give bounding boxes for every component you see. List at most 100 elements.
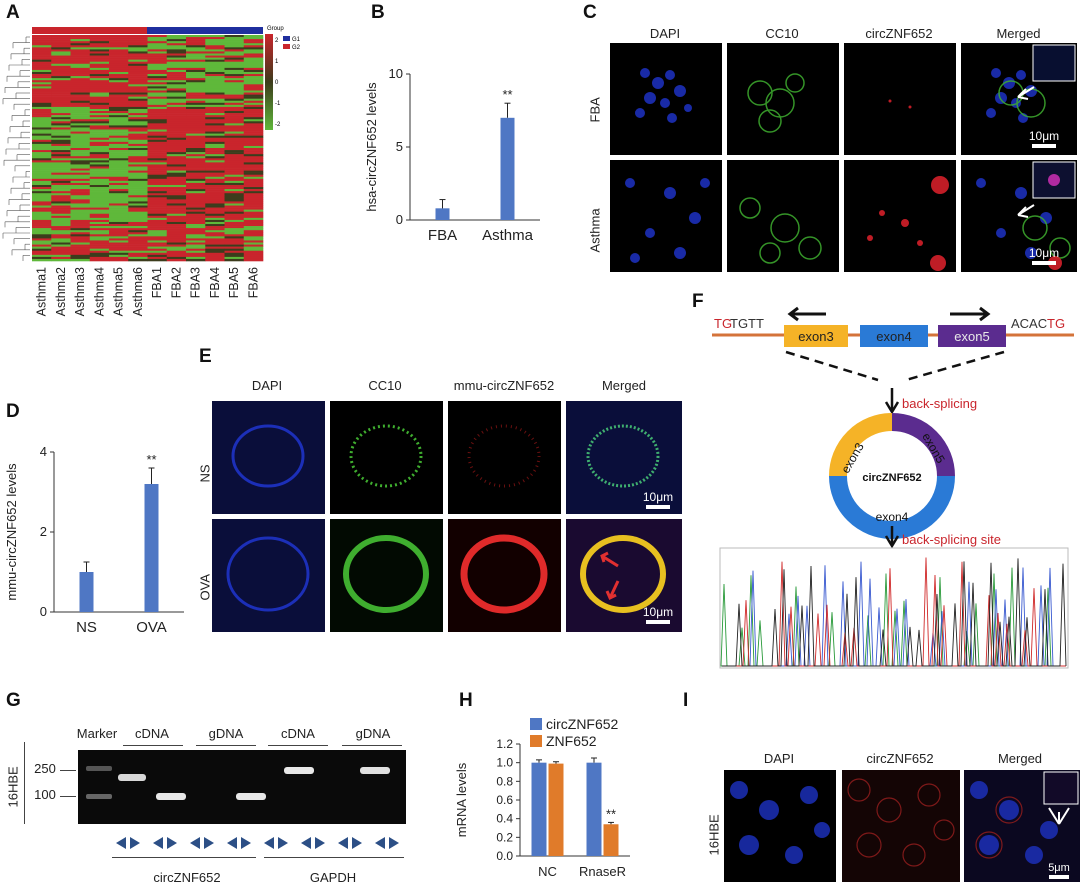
heatmap-cell bbox=[205, 221, 225, 225]
heatmap-cell bbox=[70, 213, 91, 217]
heatmap-cell bbox=[147, 43, 168, 46]
heatmap-cell bbox=[186, 152, 206, 155]
heatmap-cell bbox=[51, 148, 71, 151]
heatmap-cell bbox=[128, 162, 148, 165]
heatmap-cell bbox=[109, 121, 129, 124]
heatmap-cell bbox=[166, 170, 187, 173]
arrow-icon bbox=[605, 580, 620, 601]
heatmap-cell bbox=[109, 205, 129, 208]
heatmap-cell bbox=[205, 145, 225, 149]
heatmap-cell bbox=[205, 162, 225, 165]
heatmap-cell bbox=[224, 74, 245, 77]
heatmap-cell bbox=[243, 65, 264, 69]
heatmap-cell bbox=[128, 82, 148, 85]
heatmap-cell bbox=[243, 156, 264, 159]
heatmap-cell bbox=[186, 49, 206, 52]
heatmap-cell bbox=[243, 37, 264, 40]
heatmap-cell bbox=[205, 195, 225, 198]
back-splicing-label: back-splicing bbox=[902, 396, 977, 411]
heatmap-cell bbox=[166, 160, 187, 163]
heatmap-cell bbox=[70, 150, 91, 153]
heatmap-cell bbox=[224, 53, 245, 56]
heatmap-cell bbox=[205, 104, 225, 108]
heatmap-cell bbox=[128, 166, 148, 169]
heatmap-cell bbox=[205, 143, 225, 147]
primer-right-icon bbox=[352, 837, 362, 849]
heatmap-cell bbox=[89, 102, 110, 106]
heatmap-cell bbox=[89, 180, 110, 184]
heatmap-cell bbox=[166, 217, 187, 221]
heatmap-cell bbox=[243, 228, 264, 231]
heatmap-cell bbox=[89, 67, 110, 71]
gel-image bbox=[78, 750, 406, 824]
heatmap-cell bbox=[224, 209, 245, 212]
heatmap-cell bbox=[70, 201, 91, 204]
heatmap-cell bbox=[70, 234, 91, 237]
heatmap-cell bbox=[224, 108, 245, 112]
heatmap-cell bbox=[109, 193, 129, 196]
scale-tick: 1 bbox=[275, 59, 279, 65]
heatmap-cell bbox=[186, 189, 206, 192]
heatmap-cell bbox=[243, 84, 264, 87]
heatmap-cell bbox=[89, 125, 110, 128]
heatmap-cell bbox=[166, 57, 187, 60]
heatmap-cell bbox=[70, 236, 91, 239]
heatmap-cell bbox=[205, 69, 225, 73]
heatmap-cell bbox=[186, 37, 206, 40]
heatmap-cell bbox=[186, 65, 206, 69]
heatmap-cell bbox=[51, 238, 71, 241]
heatmap-cell bbox=[147, 71, 168, 75]
heatmap-cell bbox=[109, 197, 129, 200]
heatmap-cell bbox=[186, 172, 206, 176]
heatmap-cell bbox=[186, 104, 206, 108]
heatmap-cell bbox=[243, 248, 264, 252]
heatmap-cell bbox=[205, 211, 225, 215]
primer-right-icon bbox=[167, 837, 177, 849]
heatmap-cell bbox=[51, 199, 71, 202]
i-image-grid bbox=[724, 770, 1080, 882]
heatmap-cell bbox=[89, 236, 110, 239]
heatmap-cell bbox=[128, 90, 148, 93]
heatmap-cell bbox=[70, 174, 91, 178]
heatmap-cell bbox=[128, 228, 148, 231]
heatmap-cell bbox=[51, 141, 71, 145]
heatmap-cell bbox=[243, 205, 264, 208]
heatmap-cell bbox=[109, 256, 129, 260]
heatmap-cell bbox=[186, 84, 206, 87]
heatmap-cell bbox=[32, 63, 52, 67]
heatmap-cell bbox=[70, 180, 91, 184]
heatmap-cell bbox=[243, 96, 264, 99]
heatmap-cell bbox=[51, 78, 71, 81]
heatmap-cell bbox=[70, 100, 91, 104]
heatmap-cell bbox=[128, 154, 148, 157]
c-row-asthma: Asthma bbox=[587, 208, 603, 253]
heatmap-cell bbox=[186, 123, 206, 126]
heatmap-cell bbox=[109, 88, 129, 91]
heatmap-cell bbox=[243, 254, 264, 258]
heatmap-cell bbox=[224, 205, 245, 208]
heatmap-cell bbox=[89, 228, 110, 231]
heatmap-cell bbox=[243, 108, 264, 112]
heatmap-cell bbox=[51, 221, 71, 225]
heatmap-cell bbox=[224, 41, 245, 44]
legend-g1: G1 bbox=[292, 37, 300, 43]
heatmap-cell bbox=[89, 51, 110, 54]
heatmap-cell bbox=[32, 145, 52, 149]
heatmap-cell bbox=[166, 59, 187, 63]
heatmap-cell bbox=[243, 113, 264, 116]
e-header-merged: Merged bbox=[601, 378, 647, 393]
heatmap-cell bbox=[70, 215, 91, 219]
heatmap-cell bbox=[243, 162, 264, 165]
y-tick-label: 0.2 bbox=[496, 830, 513, 844]
primer-left-icon bbox=[190, 837, 200, 849]
i-circ bbox=[842, 770, 960, 882]
heatmap-cell bbox=[147, 195, 168, 198]
heatmap-cell bbox=[128, 219, 148, 223]
heatmap-cell bbox=[32, 69, 52, 73]
heatmap-cell bbox=[109, 240, 129, 243]
heatmap-cell bbox=[89, 127, 110, 130]
heatmap-cell bbox=[32, 207, 52, 210]
heatmap-cell bbox=[224, 131, 245, 134]
chromatogram-traces bbox=[720, 557, 1067, 667]
heatmap-cell bbox=[51, 59, 71, 63]
